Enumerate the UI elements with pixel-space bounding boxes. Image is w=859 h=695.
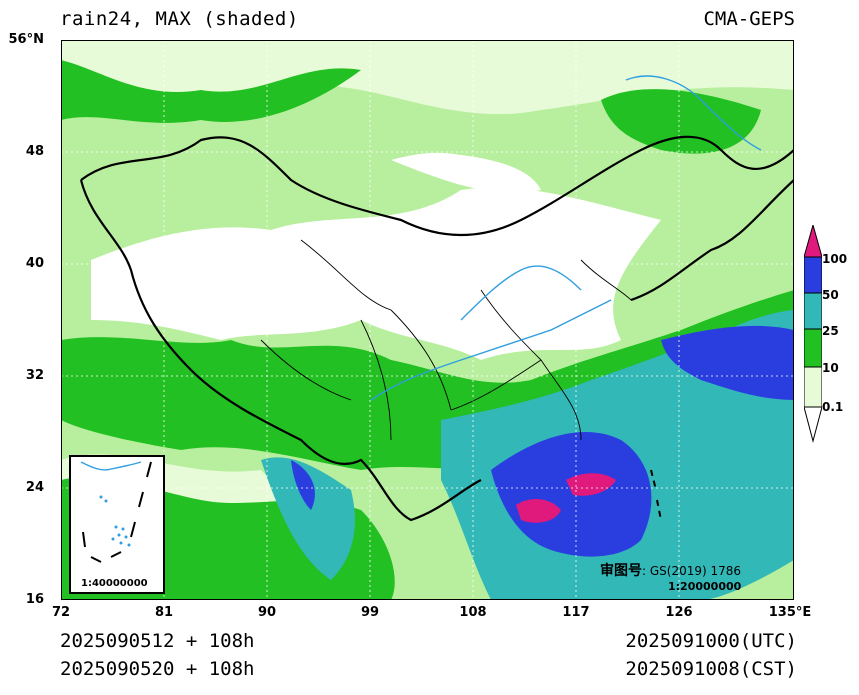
colorbar-segment-0-1: [803, 366, 823, 408]
inset-islands: [99, 495, 131, 547]
national-border: [79, 135, 794, 522]
chart-title: rain24, MAX (shaded): [60, 8, 299, 30]
inset-dash-line: [82, 461, 152, 563]
lat-label-32: 32: [25, 368, 44, 383]
no-precip-north: [91, 187, 661, 360]
provincial-borders: [260, 239, 632, 441]
map-scale: 1:20000000: [668, 580, 742, 593]
colorbar-label-50: 50: [822, 288, 839, 302]
precip-very-heavy-yunnan: [291, 460, 315, 510]
colorbar-segment-100: [803, 223, 823, 258]
lon-label-135: 135°E: [768, 605, 812, 620]
precip-moderate-northeast: [601, 89, 761, 154]
lon-label-126: 126: [665, 605, 693, 620]
map-approval-stamp: 审图号: GS(2019) 1786: [600, 563, 742, 579]
inset-svg: [80, 461, 152, 563]
precip-very-heavy-south-china: [491, 431, 652, 557]
map-svg: [61, 40, 794, 600]
inset-scale: 1:40000000: [81, 578, 148, 589]
lon-label-90: 90: [257, 605, 277, 620]
lon-label-99: 99: [360, 605, 380, 620]
approval-label: 审图号: [600, 563, 642, 579]
no-precip-mongolia: [391, 152, 541, 193]
lat-label-16: 16: [25, 592, 44, 607]
lat-label-24: 24: [25, 480, 44, 495]
colorbar-label-100: 100: [822, 252, 848, 266]
lat-label-48: 48: [25, 144, 44, 159]
init-time-utc: 2025090512 + 108h: [60, 630, 255, 652]
lon-label-72: 72: [51, 605, 71, 620]
lon-label-108: 108: [459, 605, 487, 620]
colorbar-segment-25: [803, 292, 823, 330]
precipitation-map: [61, 40, 794, 600]
valid-time-utc: 2025091000(UTC): [625, 630, 797, 652]
lon-label-117: 117: [562, 605, 590, 620]
colorbar-svg: [803, 223, 823, 443]
model-name: CMA-GEPS: [703, 8, 795, 30]
colorbar-segment-below: [803, 406, 823, 443]
approval-code: GS(2019) 1786: [649, 564, 742, 578]
precip-extreme-guangdong: [516, 498, 561, 523]
inset-coastline: [80, 461, 142, 471]
lat-label-40: 40: [25, 256, 44, 271]
maritime-boundary: [650, 469, 662, 521]
valid-time-cst: 2025091008(CST): [625, 658, 797, 680]
south-china-sea-inset: 1:40000000: [69, 455, 165, 594]
init-time-cst: 2025090520 + 108h: [60, 658, 255, 680]
colorbar-segment-10: [803, 328, 823, 368]
colorbar: [803, 223, 823, 449]
precip-extreme-taiwan-strait: [566, 473, 616, 496]
lat-label-56: 56°N: [8, 32, 44, 47]
colorbar-label-25: 25: [822, 324, 839, 338]
colorbar-label-10: 10: [822, 361, 839, 375]
colorbar-label-0-1: 0.1: [822, 400, 844, 414]
precip-moderate-northwest: [61, 60, 361, 123]
rivers: [370, 75, 762, 401]
lon-label-81: 81: [154, 605, 174, 620]
precip-very-heavy-east-sea: [661, 325, 794, 400]
colorbar-segment-50: [803, 256, 823, 294]
